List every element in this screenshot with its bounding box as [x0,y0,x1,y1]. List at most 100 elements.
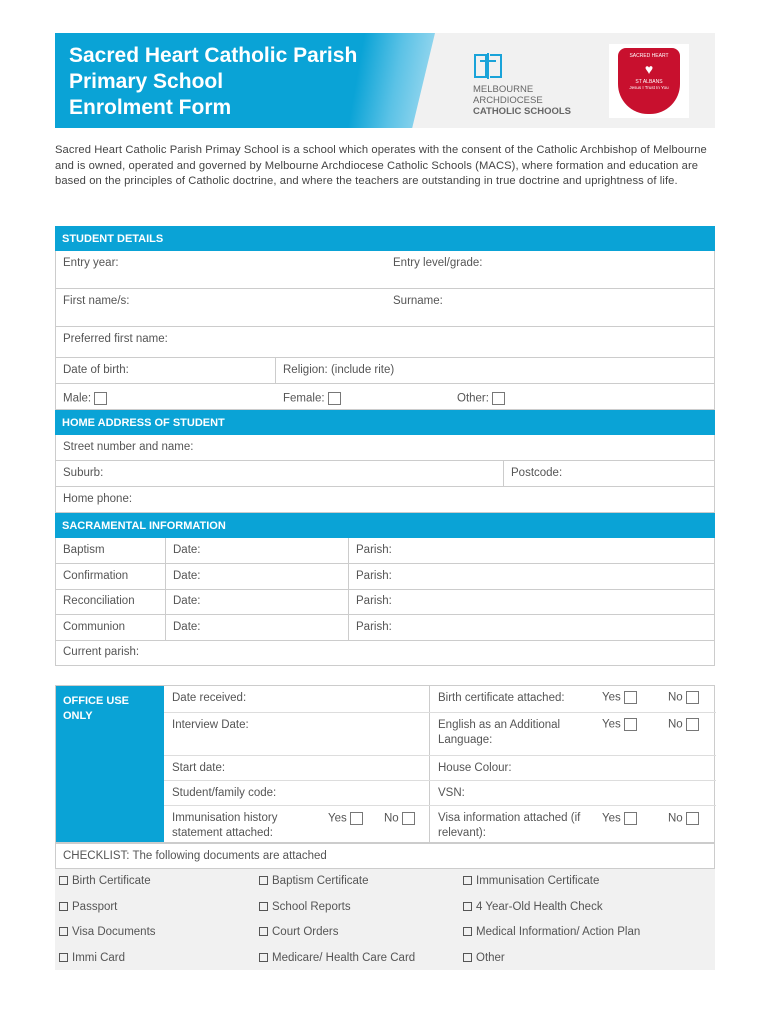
checkbox-icon[interactable] [463,901,472,911]
family-code-field[interactable]: Student/family code: [172,787,277,799]
sacrament-name: Communion [56,614,166,640]
checklist-item[interactable]: Immi Card [59,952,125,964]
crest-shield: SACRED HEART ♥ ST ALBANS Jesus I Trust I… [618,48,680,114]
checklist-item[interactable]: Other [463,952,505,964]
entry-row: Entry year: Entry level/grade: [55,251,715,289]
crest-top-text: SACRED HEART [629,53,669,59]
surname-field[interactable]: Surname: [393,295,443,307]
other-checkbox[interactable] [491,392,505,405]
dob-field[interactable]: Date of birth: [56,358,276,383]
office-row: Start date: House Colour: [164,756,716,781]
office-row: Interview Date: English as an Additional… [164,713,716,756]
birth-cert-yes-checkbox[interactable] [623,691,637,704]
office-row: Immunisation history statement attached:… [164,806,716,843]
checkbox-icon[interactable] [463,927,472,936]
checkbox-icon[interactable] [59,952,68,962]
sacrament-parish-field[interactable]: Parish: [356,620,392,633]
visa-no-checkbox[interactable] [685,812,699,825]
current-parish-field[interactable]: Current parish: [63,646,140,658]
interview-date-field[interactable]: Interview Date: [172,719,249,731]
checklist-item[interactable]: Medical Information/ Action Plan [463,926,640,938]
checklist-grid: Birth Certificate Baptism Certificate Immu… [55,869,715,970]
macs-cross-icon [474,53,502,79]
sacrament-row: Confirmation Date: Parish: [55,563,715,590]
religion-field[interactable]: Religion: (include rite) [283,364,395,376]
preferred-name-field[interactable]: Preferred first name: [63,333,168,345]
birth-cert-no-checkbox[interactable] [685,691,699,704]
checklist-item[interactable]: Court Orders [259,926,338,938]
entry-level-field[interactable]: Entry level/grade: [393,257,483,269]
intro-text: Sacred Heart Catholic Parish Primay Scho… [55,144,707,188]
street-field[interactable]: Street number and name: [63,441,194,453]
checklist-item[interactable]: Immunisation Certificate [463,875,599,887]
dob-row: Date of birth: Religion: (include rite) [55,358,715,384]
checklist-item[interactable]: Birth Certificate [59,875,151,887]
checkbox-icon[interactable] [259,927,268,936]
street-row: Street number and name: [55,435,715,461]
sacrament-date-field[interactable]: Date: [166,589,349,614]
checkbox-icon[interactable] [59,901,68,911]
checkbox-icon[interactable] [59,876,68,885]
male-option: Male: [56,386,114,411]
sacrament-parish-field[interactable]: Parish: [356,569,392,582]
sacramental-heading: SACRAMENTAL INFORMATION [55,513,715,538]
checklist-item[interactable]: Visa Documents [59,926,156,938]
immunisation-yes-checkbox[interactable] [349,812,363,825]
immunisation-no-checkbox[interactable] [401,812,415,825]
male-checkbox[interactable] [94,392,108,405]
postcode-field[interactable]: Postcode: [511,467,563,479]
checkbox-icon[interactable] [59,927,68,936]
gender-row: Male: Female: Other: [55,384,715,410]
female-option: Female: [276,386,348,411]
title-band [55,33,435,128]
first-name-field[interactable]: First name/s: [63,295,130,307]
office-row: Date received: Birth certificate attache… [164,686,716,713]
phone-row: Home phone: [55,487,715,513]
sacrament-name: Reconciliation [56,589,166,614]
checkbox-icon[interactable] [463,952,472,962]
female-checkbox[interactable] [327,392,341,405]
checkbox-icon[interactable] [259,952,268,962]
name-row: First name/s: Surname: [55,289,715,327]
preferred-row: Preferred first name: [55,327,715,358]
checkbox-icon[interactable] [463,876,472,885]
office-use-label: OFFICE USE ONLY [56,686,164,842]
header-banner: Sacred Heart Catholic Parish Primary Sch… [55,33,715,128]
sacrament-row: Baptism Date: Parish: [55,538,715,564]
sacrament-parish-field[interactable]: Parish: [356,595,392,607]
checkbox-icon[interactable] [259,876,268,885]
checklist-item[interactable]: Baptism Certificate [259,875,369,887]
other-option: Other: [450,386,512,411]
checkbox-icon[interactable] [259,901,268,911]
eal-no-checkbox[interactable] [685,718,699,731]
eal-yes-checkbox[interactable] [623,718,637,731]
vsn-field[interactable]: VSN: [429,781,716,805]
sacrament-parish-field[interactable]: Parish: [356,544,392,556]
start-date-field[interactable]: Start date: [172,762,226,774]
school-crest: SACRED HEART ♥ ST ALBANS Jesus I Trust I… [609,44,689,118]
entry-year-field[interactable]: Entry year: [63,257,119,269]
suburb-field[interactable]: Suburb: [56,461,504,486]
birth-cert-cell: Birth certificate attached: [429,686,716,712]
sacrament-date-field[interactable]: Date: [166,538,349,563]
date-received-field[interactable]: Date received: [172,692,247,704]
office-row: Student/family code: VSN: [164,781,716,806]
sacrament-row: Communion Date: Parish: [55,614,715,641]
suburb-row: Suburb: Postcode: [55,461,715,487]
sacrament-name: Confirmation [56,563,166,589]
immunisation-label: Immunisation history statement attached: [172,812,278,839]
sacrament-date-field[interactable]: Date: [166,563,349,589]
house-colour-field[interactable]: House Colour: [429,756,716,780]
crest-school-name: ST ALBANS [635,79,663,85]
page-title: Sacred Heart Catholic Parish Primary Sch… [69,44,358,119]
checklist-item[interactable]: Passport [59,901,117,913]
checklist-item[interactable]: 4 Year-Old Health Check [463,901,603,913]
checklist-item[interactable]: Medicare/ Health Care Card [259,952,415,964]
visa-yes-checkbox[interactable] [623,812,637,825]
current-parish-row: Current parish: [55,640,715,666]
checklist-item[interactable]: School Reports [259,901,351,913]
sacrament-date-field[interactable]: Date: [166,614,349,640]
crest-motto: Jesus I Trust In You [629,85,669,90]
home-phone-field[interactable]: Home phone: [63,493,133,505]
crest-heart-icon: ♥ [644,61,654,77]
